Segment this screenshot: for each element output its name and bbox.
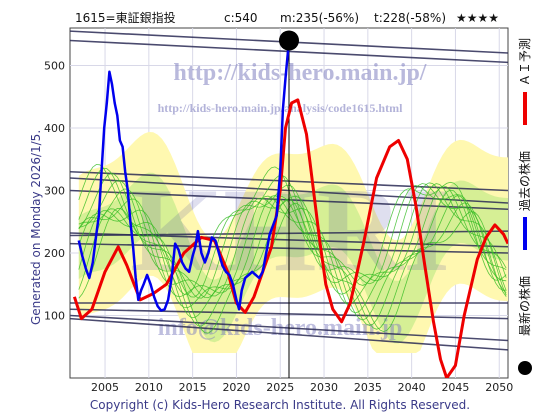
legend-marker bbox=[518, 361, 532, 375]
watermark-url-top: http://kids-hero.main.jp/ bbox=[174, 60, 427, 86]
watermark-url-analysis: http://kids-hero.main.jp/analysis/code16… bbox=[158, 101, 403, 115]
latest-price-dot bbox=[279, 30, 299, 51]
header-target: t:228(-58%) bbox=[374, 11, 446, 25]
green-scenario-line bbox=[78, 167, 507, 298]
x-tick-label: 2040 bbox=[398, 381, 426, 394]
x-tick-label: 2020 bbox=[222, 381, 250, 394]
y-tick-label: 100 bbox=[44, 310, 65, 323]
y-tick-label: 200 bbox=[44, 247, 65, 260]
green-scenario-line bbox=[78, 180, 507, 299]
header-stars: ★★★★ bbox=[456, 11, 499, 25]
green-scenario-line bbox=[78, 183, 507, 305]
green-scenario-line bbox=[78, 195, 507, 326]
y-tick-label: 300 bbox=[44, 185, 65, 198]
x-tick-label: 2015 bbox=[179, 381, 207, 394]
green-scenarios bbox=[78, 164, 507, 334]
header-current: c:540 bbox=[224, 11, 258, 25]
y-tick-label: 500 bbox=[44, 60, 65, 73]
x-tick-label: 2030 bbox=[310, 381, 338, 394]
header-mid: m:235(-56%) bbox=[280, 11, 359, 25]
series-line-past-price bbox=[77, 40, 291, 312]
x-tick-label: 2050 bbox=[485, 381, 513, 394]
x-tick-label: 2045 bbox=[441, 381, 469, 394]
x-tick-label: 2035 bbox=[354, 381, 382, 394]
y-tick-label: 400 bbox=[44, 122, 65, 135]
green-scenario-line bbox=[78, 164, 507, 295]
generated-date: Generated on Monday 2026/1/5. bbox=[29, 130, 43, 325]
x-tick-label: 2005 bbox=[91, 381, 119, 394]
header-code: 1615=東証銀指投 bbox=[75, 10, 176, 25]
legend-label: 過去の株価 bbox=[517, 151, 532, 211]
x-tick-label: 2025 bbox=[266, 381, 294, 394]
copyright: Copyright (c) Kids-Hero Research Institu… bbox=[90, 398, 470, 412]
x-axis: 2005 2010 2015 2020 2025 2030 2035 2040 2045 2050 bbox=[91, 381, 513, 394]
green-scenario-line bbox=[78, 189, 507, 321]
legend-label: ＡＩ予測 bbox=[518, 38, 532, 86]
legend-label: 最新の株価 bbox=[517, 276, 532, 336]
green-scenario-line bbox=[78, 202, 507, 334]
series-line-ai-forecast bbox=[72, 98, 508, 378]
x-tick-label: 2010 bbox=[135, 381, 163, 394]
y-axis: 100 200 300 400 500 bbox=[44, 60, 65, 323]
green-scenario-line bbox=[78, 173, 507, 299]
green-scenario-line bbox=[78, 185, 507, 314]
series-lines bbox=[72, 40, 508, 378]
